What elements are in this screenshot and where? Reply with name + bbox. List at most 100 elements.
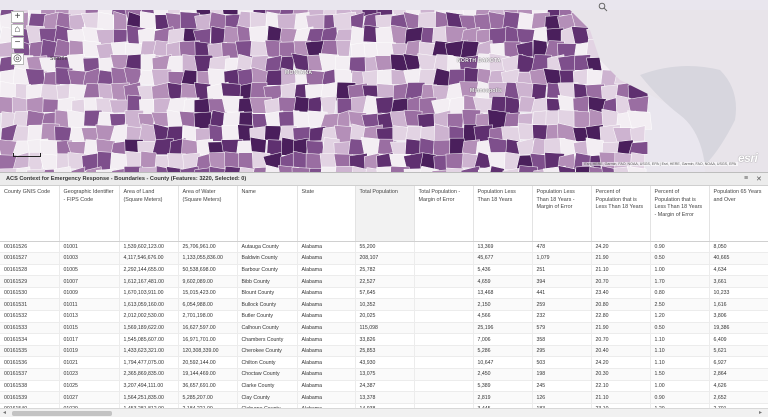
table-cell[interactable]: 01025	[59, 380, 120, 393]
table-cell[interactable]: 15,015,423.00	[178, 287, 238, 300]
table-cell[interactable]: 5,389	[473, 380, 533, 393]
table-cell[interactable]: 00161537	[0, 368, 60, 381]
table-cell[interactable]: 2,652	[709, 391, 768, 404]
county-shape[interactable]	[630, 152, 646, 170]
table-cell[interactable]: 2.50	[650, 298, 710, 312]
table-cell[interactable]: 295	[532, 345, 592, 358]
table-cell[interactable]: 25,706,961.00	[178, 241, 238, 254]
table-cell[interactable]: 01011	[59, 298, 120, 312]
table-cell[interactable]: 20.70	[591, 275, 651, 288]
table-cell[interactable]: 00161538	[0, 380, 60, 393]
table-cell[interactable]: 10,647	[473, 356, 533, 370]
table-cell[interactable]: 01003	[59, 252, 120, 265]
county-shape[interactable]	[307, 96, 323, 113]
table-row[interactable]: 00161526 01001 1,539,602,123.00 25,706,961.…	[0, 241, 768, 254]
table-cell[interactable]: 1,079	[532, 252, 592, 265]
table-cell[interactable]: 00161532	[0, 310, 60, 323]
table-cell[interactable]: 57,645	[355, 287, 415, 300]
table-cell[interactable]: 4,634	[709, 264, 768, 277]
table-cell[interactable]: 23.10	[591, 403, 651, 408]
table-cell[interactable]	[414, 275, 474, 288]
table-cell[interactable]	[414, 298, 474, 312]
table-cell[interactable]: 1.70	[650, 275, 710, 288]
table-cell[interactable]: 3,806	[709, 310, 768, 323]
table-cell[interactable]: 1,569,189,622.00	[119, 322, 179, 335]
column-header-total-pop-moe[interactable]: Total Population - Margin of Error	[414, 186, 474, 242]
table-cell[interactable]: 120,308,339.00	[178, 345, 238, 358]
county-shape[interactable]	[630, 125, 646, 143]
county-shape[interactable]	[628, 141, 648, 156]
table-cell[interactable]: 01017	[59, 333, 120, 346]
table-cell[interactable]: 21.10	[591, 391, 651, 404]
table-cell[interactable]: 4,566	[473, 310, 533, 323]
table-cell[interactable]	[414, 310, 474, 323]
county-shape[interactable]	[557, 165, 576, 172]
table-cell[interactable]: Alabama	[297, 333, 356, 346]
table-row[interactable]: 00161527 01003 4,117,546,676.00 1,133,055,8…	[0, 252, 768, 265]
county-shape[interactable]	[95, 168, 117, 172]
table-cell[interactable]: 0.90	[650, 241, 710, 254]
table-cell[interactable]: 2,365,869,835.00	[119, 368, 179, 381]
table-cell[interactable]: 7,006	[473, 333, 533, 346]
county-shape[interactable]	[557, 54, 578, 71]
table-cell[interactable]: 2,819	[473, 391, 533, 404]
table-cell[interactable]: 208,107	[355, 252, 415, 265]
column-header-area-land[interactable]: Area of Land (Square Meters)	[119, 186, 179, 242]
table-cell[interactable]: 22.10	[591, 380, 651, 393]
table-cell[interactable]: 00161527	[0, 252, 60, 265]
county-shape[interactable]	[139, 166, 159, 172]
county-shape[interactable]	[627, 110, 653, 130]
table-cell[interactable]: 01023	[59, 368, 120, 381]
table-cell[interactable]: Alabama	[297, 403, 356, 408]
table-cell[interactable]: 33,826	[355, 333, 415, 346]
table-cell[interactable]: 4,626	[709, 380, 768, 393]
table-cell[interactable]: 0.90	[650, 391, 710, 404]
table-row[interactable]: 00161533 01015 1,569,189,622.00 16,627,597.…	[0, 322, 768, 335]
table-cell[interactable]: 5,285,207.00	[178, 391, 238, 404]
table-cell[interactable]	[414, 241, 474, 254]
table-cell[interactable]	[414, 403, 474, 408]
scroll-right-icon[interactable]: ▸	[759, 410, 763, 416]
county-shape[interactable]	[502, 168, 520, 172]
table-cell[interactable]: 24.20	[591, 241, 651, 254]
table-row[interactable]: 00161540010291,453,281,812.002,184,221.0…	[0, 403, 768, 408]
table-cell[interactable]: 1,612,167,481.00	[119, 275, 179, 288]
table-cell[interactable]: Alabama	[297, 368, 356, 381]
county-shape[interactable]	[179, 165, 199, 172]
table-cell[interactable]: Bullock County	[237, 298, 298, 312]
table-cell[interactable]: 01009	[59, 287, 120, 300]
table-cell[interactable]: 20,592,144.00	[178, 356, 238, 370]
table-cell[interactable]: 3,661	[709, 275, 768, 288]
column-header-gnis[interactable]: County GNIS Code	[0, 186, 60, 242]
table-row[interactable]: 00161534 01017 1,545,085,607.00 16,971,701.…	[0, 333, 768, 346]
county-choropleth[interactable]	[0, 0, 768, 172]
table-cell[interactable]: 00161540	[0, 403, 60, 408]
county-shape[interactable]	[194, 167, 213, 172]
table-cell[interactable]	[414, 252, 474, 265]
county-shape[interactable]	[266, 25, 282, 43]
table-cell[interactable]: 19,386	[709, 322, 768, 335]
table-cell[interactable]: 3,445	[473, 403, 533, 408]
map-view[interactable]: + ⌂ − ◎ Seattle MONTANA NORTH DAKOTA Min…	[0, 0, 768, 172]
table-cell[interactable]: 00161528	[0, 264, 60, 277]
scroll-left-icon[interactable]: ◂	[3, 410, 7, 416]
table-cell[interactable]: 20.70	[591, 333, 651, 346]
table-cell[interactable]: 1.00	[650, 264, 710, 277]
table-cell[interactable]: 2,184,221.00	[178, 403, 238, 408]
table-cell[interactable]: 43,930	[355, 356, 415, 370]
table-cell[interactable]: 01021	[59, 356, 120, 370]
table-cell[interactable]: 6,927	[709, 356, 768, 370]
home-button[interactable]: ⌂	[11, 24, 24, 36]
map-attribution[interactable]: Esri, HERE, Garmin, FAO, NOAA, USGS, EPA…	[582, 162, 738, 166]
table-cell[interactable]: Alabama	[297, 252, 356, 265]
county-shape[interactable]	[390, 24, 408, 46]
table-cell[interactable]: 20,025	[355, 310, 415, 323]
table-cell[interactable]: 00161526	[0, 241, 60, 254]
table-row[interactable]: 00161539 01027 1,564,251,835.00 5,285,207.0…	[0, 391, 768, 404]
table-cell[interactable]: 1,616	[709, 298, 768, 312]
table-cell[interactable]: 24,387	[355, 380, 415, 393]
attribute-table[interactable]: County GNIS Code Geographic Identifier -…	[0, 186, 768, 408]
table-cell[interactable]: 00161536	[0, 356, 60, 370]
table-cell[interactable]: 441	[532, 287, 592, 300]
county-shape[interactable]	[123, 166, 144, 172]
